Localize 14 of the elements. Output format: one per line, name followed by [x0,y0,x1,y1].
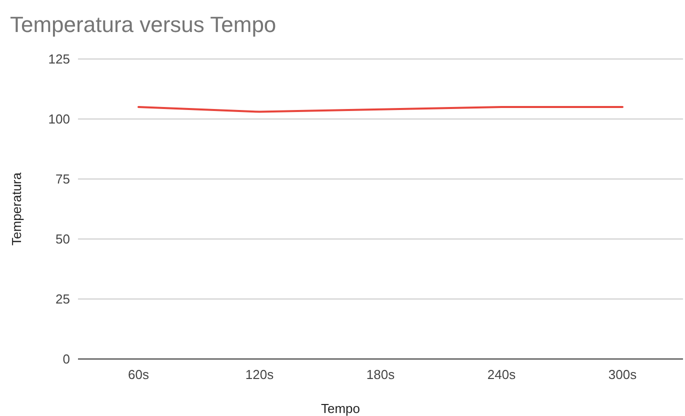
x-tick-label: 60s [128,367,150,382]
x-tick-label: 240s [487,367,516,382]
x-axis-title: Tempo [320,401,360,416]
y-axis-title: Temperatura [9,172,24,246]
y-tick-label: 125 [48,52,70,67]
y-tick-label: 25 [56,292,70,307]
y-tick-label: 100 [48,112,70,127]
x-tick-label: 180s [366,367,396,382]
chart-title: Temperatura versus Tempo [10,12,276,37]
x-tick-label: 300s [608,367,638,382]
x-tick-label: 120s [245,367,274,382]
y-tick-label: 0 [62,352,70,367]
y-tick-label: 50 [56,232,70,247]
y-tick-label: 75 [56,172,70,187]
